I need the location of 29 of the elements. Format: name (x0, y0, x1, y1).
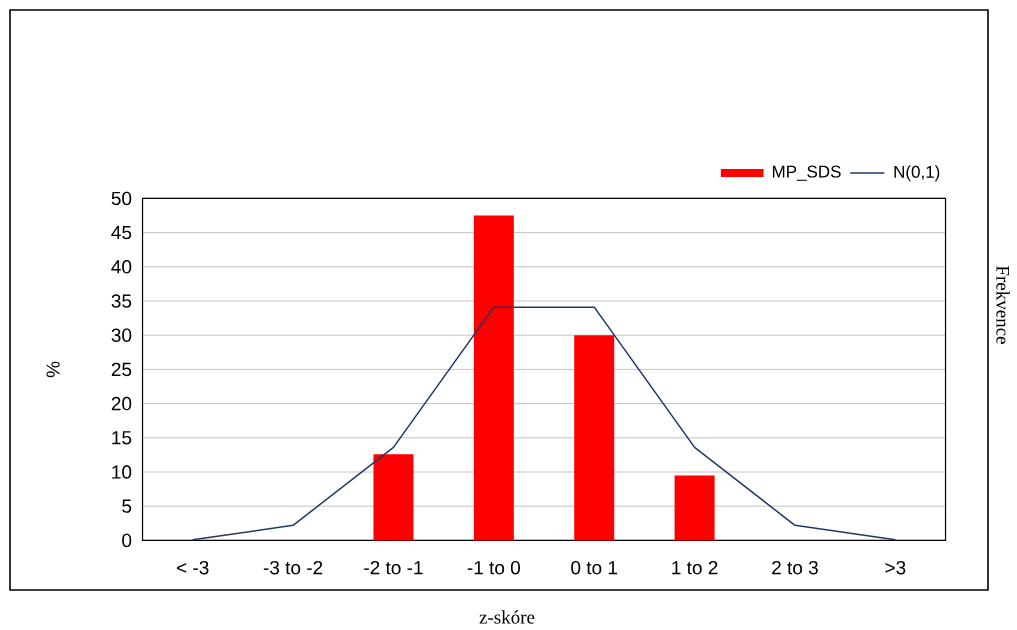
x-tick-label: -2 to -1 (364, 560, 423, 575)
x-tick-label: 1 to 2 (672, 560, 718, 575)
y-tick-label: 0 (122, 533, 132, 548)
y-tick-label: 15 (112, 431, 132, 445)
bar (373, 454, 414, 541)
legend-label: MP_SDS (772, 165, 841, 181)
bar (574, 335, 615, 541)
y-tick-label: 40 (111, 260, 132, 274)
y-axis-title: % (46, 361, 60, 378)
y-tick-label: 10 (112, 465, 132, 479)
line-series (191, 306, 897, 541)
text: Frekvence (996, 265, 1010, 344)
y-tick-label: 35 (111, 294, 132, 308)
x-tick-label: -3 to -2 (263, 560, 323, 575)
y-tick-label: 30 (111, 328, 132, 342)
bar (674, 475, 715, 541)
x-tick-label: 2 to 3 (772, 560, 818, 575)
y-tick-label: 25 (111, 362, 132, 377)
y-tick-label: 5 (122, 499, 132, 513)
legend-label: N(0,1) (894, 165, 940, 182)
x-axis-title: z-skóre (479, 610, 535, 624)
x-tick-label: < -3 (177, 560, 209, 575)
bar (473, 215, 514, 541)
x-tick-label: >3 (885, 560, 906, 575)
x-tick-label: -1 to 0 (467, 560, 521, 575)
y-tick-label: 50 (111, 191, 132, 206)
y-tick-label: 45 (111, 225, 132, 240)
y-tick-label: 20 (111, 396, 132, 411)
x-tick-label: 0 to 1 (571, 560, 618, 575)
